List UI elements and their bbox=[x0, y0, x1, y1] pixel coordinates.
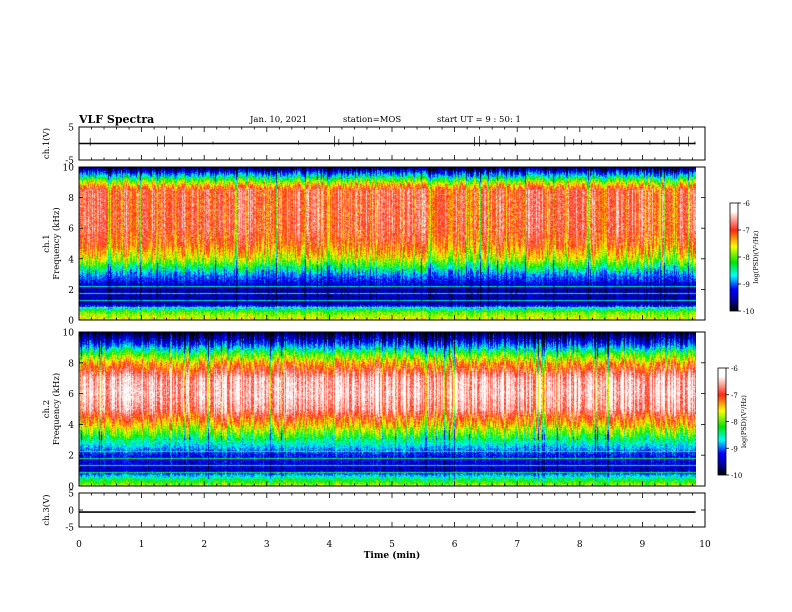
x-tick-label: 5 bbox=[389, 540, 395, 550]
y-tick-label: 10 bbox=[63, 164, 75, 174]
y-tick-label: 0 bbox=[68, 483, 74, 493]
station-label: station=MOS bbox=[343, 115, 402, 125]
spectrogram-images bbox=[79, 167, 738, 486]
x-tick-label: 9 bbox=[640, 540, 646, 550]
y-tick-label: 0 bbox=[68, 507, 74, 517]
colorbar-tick-label: -7 bbox=[731, 392, 738, 400]
y-tick-label: -5 bbox=[65, 157, 74, 167]
y-tick-label: 2 bbox=[68, 452, 74, 462]
colorbar-tick-label: -10 bbox=[743, 308, 754, 316]
colorbar-tick-label: -6 bbox=[743, 200, 750, 208]
y-tick-label: 5 bbox=[68, 490, 74, 500]
y-tick-label: 10 bbox=[63, 329, 75, 339]
x-tick-label: 0 bbox=[76, 540, 82, 550]
colorbar-tick-label: -9 bbox=[731, 445, 738, 453]
x-tick-label: 4 bbox=[327, 540, 333, 550]
colorbar-tick-label: -7 bbox=[743, 227, 750, 235]
y-tick-label: 2 bbox=[68, 286, 74, 296]
x-tick-label: 6 bbox=[452, 540, 458, 550]
y-axis-label: Frequency (kHz) bbox=[51, 373, 62, 445]
colorbar-tick-label: -6 bbox=[731, 365, 738, 373]
y-tick-label: 4 bbox=[68, 255, 74, 265]
x-tick-label: 7 bbox=[514, 540, 520, 550]
y-tick-label: 8 bbox=[68, 194, 74, 204]
spectrogram-ch1 bbox=[79, 167, 696, 320]
y-axis-label: Frequency (kHz) bbox=[51, 207, 62, 279]
x-tick-label: 3 bbox=[264, 540, 270, 550]
start-time-label: start UT = 9 : 50: 1 bbox=[437, 115, 521, 125]
colorbar-tick-label: -8 bbox=[743, 254, 750, 262]
y-axis-label: ch.3(V) bbox=[41, 494, 52, 525]
y-tick-label: 5 bbox=[68, 124, 74, 134]
colorbar-ch1 bbox=[730, 203, 738, 311]
axes-frames bbox=[78, 126, 741, 528]
colorbar-tick-label: -9 bbox=[743, 281, 750, 289]
y-tick-label: 4 bbox=[68, 421, 74, 431]
y-tick-label: 8 bbox=[68, 359, 74, 369]
x-tick-label: 2 bbox=[201, 540, 207, 550]
panel-frame bbox=[78, 492, 706, 528]
colorbar-tick-label: -8 bbox=[731, 419, 738, 427]
x-tick-label: 10 bbox=[699, 540, 711, 550]
x-tick-label: 1 bbox=[139, 540, 145, 550]
y-tick-label: 6 bbox=[68, 390, 74, 400]
x-tick-label: 8 bbox=[577, 540, 583, 550]
colorbar-label: log(PSD)(V²/Hz) bbox=[752, 230, 760, 283]
axis-labels: -6 -7 -8 -9 -10 log(PSD)(V²/Hz) -6 -7 -8 -9 -10 log… bbox=[41, 124, 760, 562]
figure-title: VLF Spectra bbox=[79, 113, 155, 126]
waveform-traces bbox=[79, 135, 696, 513]
x-axis-label: Time (min) bbox=[364, 550, 421, 561]
y-tick-label: 6 bbox=[68, 225, 74, 235]
colorbar-label: log(PSD)(V²/Hz) bbox=[740, 395, 748, 448]
colorbar-tick-label: -10 bbox=[731, 472, 742, 480]
y-tick-label: 0 bbox=[68, 317, 74, 327]
y-tick-label: -5 bbox=[65, 524, 74, 534]
y-axis-label: ch.1 bbox=[42, 234, 52, 252]
colorbar-ch2 bbox=[718, 368, 726, 475]
observation-date: Jan. 10, 2021 bbox=[250, 115, 308, 125]
spectrogram-ch2 bbox=[79, 332, 696, 486]
y-axis-label: ch.2 bbox=[42, 400, 52, 418]
y-axis-label: ch.1(V) bbox=[41, 128, 52, 159]
